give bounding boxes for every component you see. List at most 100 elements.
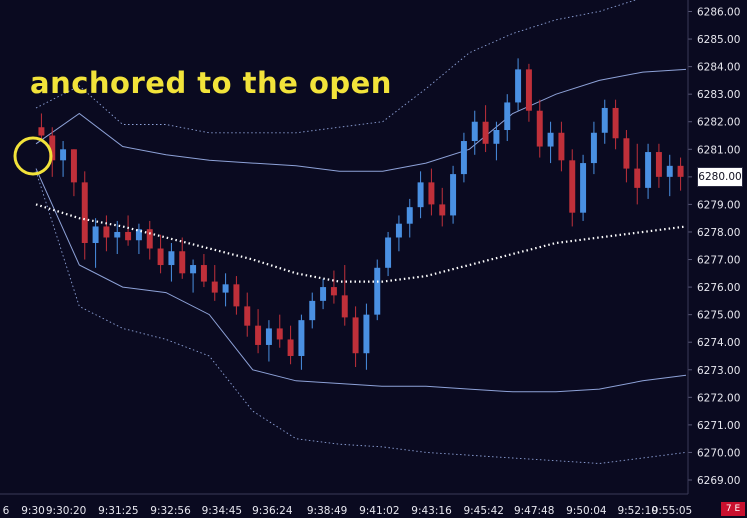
candle-body (450, 174, 457, 216)
candle-body (179, 251, 186, 274)
time-tick-label: 9:43:16 (411, 505, 452, 517)
time-tick-label: 9:30 (21, 505, 45, 517)
candle-body (287, 339, 294, 356)
candle-body (385, 237, 392, 268)
price-tick-label: 6283.00 (697, 89, 740, 101)
candle-body (200, 265, 207, 282)
candle-body (569, 160, 576, 213)
time-tick-label: 9:30:20 (46, 505, 86, 517)
candle-body (504, 102, 511, 131)
time-tick-label: 9:34:45 (202, 505, 242, 517)
time-tick-label: 9:38:49 (307, 505, 347, 517)
candle-body (515, 69, 522, 103)
price-axis[interactable]: 6269.00 6270.00 6271.00 6272.00 6273.00 6274.… (687, 0, 740, 494)
time-tick-label: 9:36:24 (252, 505, 293, 517)
candle-body (580, 163, 587, 213)
candle-body (81, 182, 88, 243)
candle-body (558, 132, 565, 161)
candle-body (135, 229, 142, 241)
candle-body (395, 223, 402, 238)
candle-body (190, 265, 197, 274)
price-tick-label: 6278.00 (697, 227, 740, 239)
candle-body (634, 168, 641, 188)
time-tick-label: 9:31:25 (98, 505, 138, 517)
lower-band-2-line (35, 171, 687, 464)
candle-body (341, 295, 348, 318)
time-tick-label: 9:52:10 (617, 505, 657, 517)
price-tick-label: 6274.00 (697, 337, 740, 349)
candle-body (352, 317, 359, 354)
candle-body (168, 251, 175, 266)
candle-body (244, 306, 251, 326)
price-tick-label: 6279.00 (697, 199, 740, 211)
candle-body (70, 149, 77, 183)
candle-body (666, 165, 673, 177)
price-tick-label: 6277.00 (697, 255, 740, 267)
candle-body (623, 138, 630, 169)
candle-body (428, 182, 435, 205)
candle-body (309, 300, 316, 321)
candle-body (222, 284, 229, 293)
candle-body (601, 107, 608, 133)
candle-body (49, 135, 56, 161)
candle-body (406, 207, 413, 224)
price-tick-label: 6285.00 (697, 34, 740, 46)
annotation-label: anchored to the open (30, 66, 392, 100)
candle-body (38, 127, 45, 136)
candle-body (60, 149, 67, 161)
candle-body (677, 165, 684, 177)
price-tick-label: 6269.00 (697, 475, 740, 487)
price-tick-label: 6270.00 (697, 447, 740, 459)
bands-layer (35, 0, 687, 464)
corner-badge[interactable]: 7 E (721, 502, 745, 516)
candle-body (612, 107, 619, 139)
time-tick-label: 9:47:48 (514, 505, 554, 517)
candle-body (482, 121, 489, 144)
price-tick-label: 6272.00 (697, 392, 740, 404)
price-tick-label: 6271.00 (697, 420, 740, 432)
upper-band-2-line (35, 0, 637, 134)
candle-body (525, 69, 532, 111)
candle-body (645, 152, 652, 188)
price-tick-label: 6282.00 (697, 117, 740, 129)
candle-body (276, 328, 283, 340)
candle-body (363, 314, 370, 354)
upper-band-1-line (35, 68, 687, 172)
candle-body (265, 328, 272, 345)
candle-body (320, 287, 327, 301)
candle-body (471, 121, 478, 142)
candle-body (125, 231, 132, 241)
last-price-badge: 6280.00 (697, 167, 743, 187)
candle-body (233, 284, 240, 307)
time-tick-label: 9:45:42 (463, 505, 503, 517)
candle-body (255, 325, 262, 345)
candle-body (439, 204, 446, 216)
price-tick-label: 6286.00 (697, 7, 740, 19)
price-tick-label: 6284.00 (697, 62, 740, 74)
price-tick-label: 6281.00 (697, 144, 740, 156)
vwap-line (35, 203, 687, 283)
candle-body (330, 287, 337, 296)
time-tick-label: 9:32:56 (150, 505, 191, 517)
candle-body (590, 132, 597, 164)
open-highlight-circle (13, 136, 53, 176)
price-tick-label: 6276.00 (697, 282, 740, 294)
candle-body (655, 152, 662, 177)
candle-body (211, 281, 218, 293)
candle-body (146, 229, 153, 249)
candle-body (157, 248, 164, 266)
candle-body (417, 182, 424, 208)
price-tick-label: 6275.00 (697, 310, 740, 322)
time-tick-label: 9:50:04 (566, 505, 607, 517)
candle-body (536, 110, 543, 147)
candle-body (298, 320, 305, 356)
candle-body (92, 226, 99, 243)
time-tick-label: 9:41:02 (359, 505, 399, 517)
time-axis[interactable]: 6 9:30 9:30:20 9:31:25 9:32:56 9:34:45 9:36:24… (0, 493, 692, 517)
candle-body (114, 231, 121, 238)
candles-layer (38, 58, 684, 370)
candle-body (374, 267, 381, 315)
lower-band-1-line (35, 168, 687, 393)
